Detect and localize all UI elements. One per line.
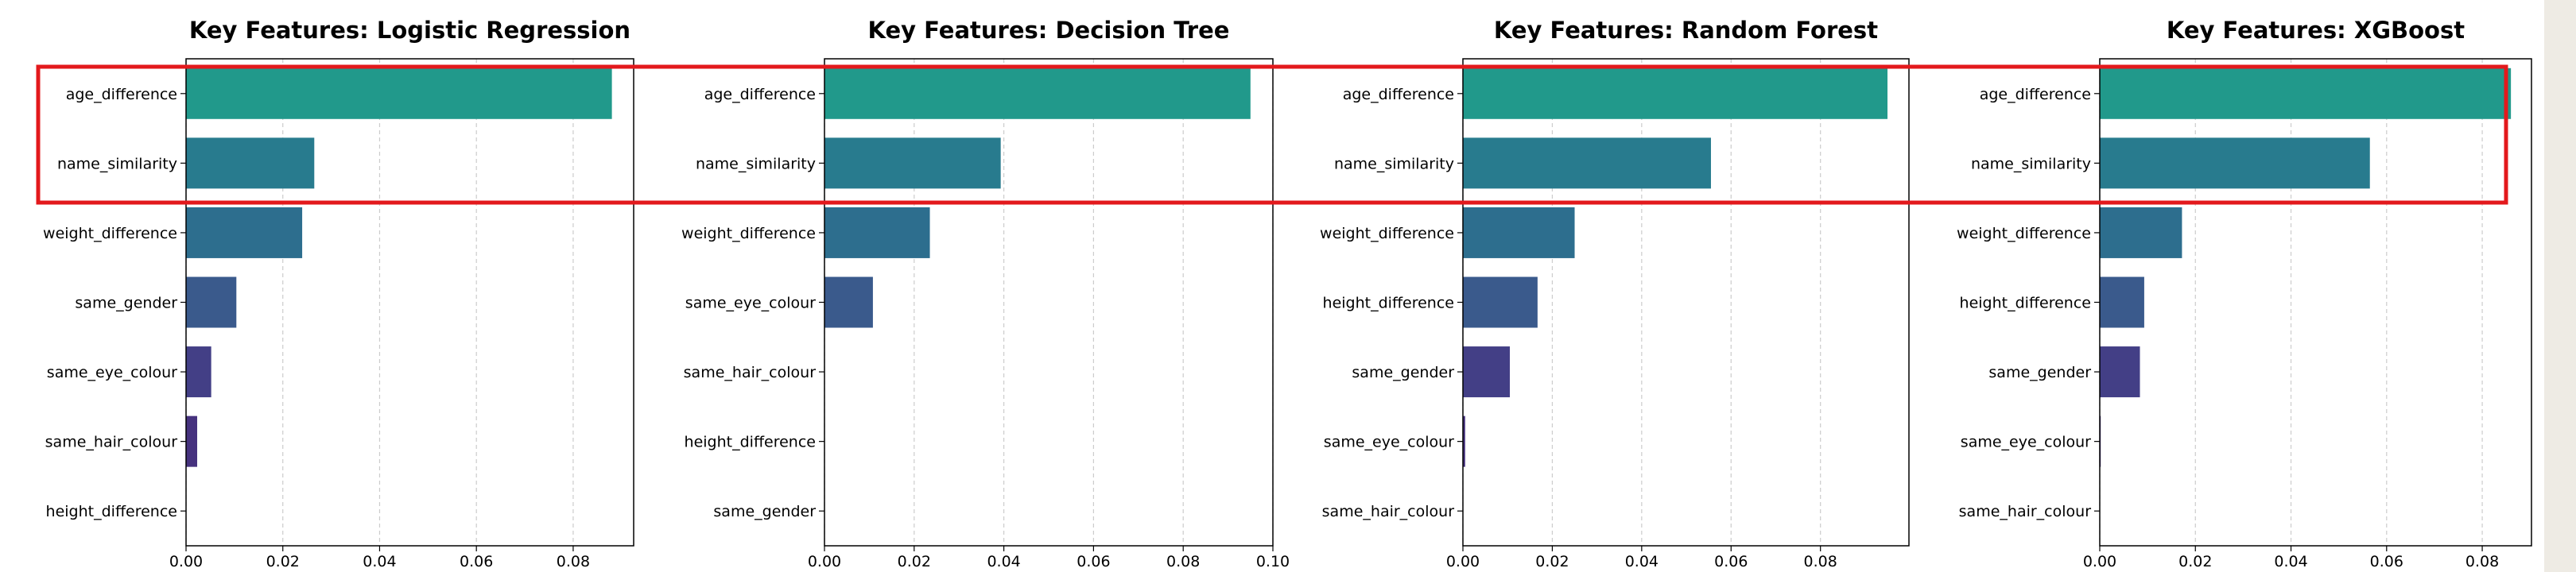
category-label: name_similarity	[57, 155, 177, 172]
x-tick-label: 0.06	[2370, 553, 2403, 570]
bar-age_difference	[2100, 68, 2512, 119]
bar-weight_difference	[2100, 207, 2182, 258]
category-label: same_hair_colour	[1322, 503, 1455, 520]
bar-same_eye_colour	[1463, 415, 1465, 467]
x-tick-label: 0.10	[1256, 553, 1290, 570]
category-label: same_eye_colour	[685, 295, 816, 312]
x-tick-label: 0.06	[460, 553, 493, 570]
category-label: height_difference	[685, 434, 816, 451]
bar-name_similarity	[2100, 137, 2370, 189]
category-label: same_gender	[713, 503, 816, 520]
x-tick-label: 0.04	[1625, 553, 1658, 570]
category-label: weight_difference	[1320, 225, 1454, 242]
axes-frame	[824, 58, 1274, 547]
category-label: weight_difference	[681, 225, 816, 242]
bar-height_difference	[1463, 276, 1538, 328]
category-label: weight_difference	[43, 225, 177, 242]
bar-age_difference	[186, 68, 612, 119]
category-label: name_similarity	[1971, 155, 2091, 172]
bar-name_similarity	[1463, 137, 1711, 189]
chart-title: Key Features: XGBoost	[2167, 17, 2465, 44]
x-tick-label: 0.04	[363, 553, 396, 570]
bar-same_gender	[1463, 346, 1511, 398]
category-label: same_hair_colour	[684, 364, 817, 381]
bar-weight_difference	[186, 207, 303, 258]
category-label: height_difference	[1960, 295, 2091, 312]
category-label: same_gender	[1352, 364, 1454, 381]
axes-frame	[2099, 58, 2532, 547]
x-tick-label: 0.08	[1804, 553, 1837, 570]
category-label: weight_difference	[1957, 225, 2091, 242]
x-tick-label: 0.02	[898, 553, 931, 570]
bar-same_gender	[186, 276, 237, 328]
x-tick-label: 0.08	[2465, 553, 2499, 570]
x-tick-label: 0.02	[1535, 553, 1569, 570]
x-tick-label: 0.06	[1714, 553, 1748, 570]
x-tick-label: 0.02	[2178, 553, 2212, 570]
bar-height_difference	[2100, 276, 2144, 328]
bar-same_gender	[2100, 346, 2140, 398]
category-label: age_difference	[66, 86, 177, 103]
x-tick-label: 0.00	[1446, 553, 1480, 570]
bar-name_similarity	[824, 137, 1001, 189]
x-tick-label: 0.00	[808, 553, 841, 570]
category-label: name_similarity	[696, 155, 816, 172]
bar-same_eye_colour	[186, 346, 211, 398]
category-label: same_eye_colour	[1961, 434, 2091, 451]
category-label: same_hair_colour	[1959, 503, 2092, 520]
category-label: age_difference	[1343, 86, 1454, 103]
bar-name_similarity	[186, 137, 315, 189]
x-tick-label: 0.02	[266, 553, 300, 570]
bar-age_difference	[824, 68, 1251, 119]
category-label: height_difference	[1323, 295, 1454, 312]
bar-weight_difference	[1463, 207, 1575, 258]
category-label: age_difference	[1980, 86, 2091, 103]
x-tick-label: 0.00	[2083, 553, 2116, 570]
category-label: same_eye_colour	[1324, 434, 1454, 451]
chart-title: Key Features: Random Forest	[1494, 17, 1878, 44]
category-label: same_hair_colour	[45, 434, 178, 451]
bar-weight_difference	[824, 207, 930, 258]
bar-same_eye_colour	[824, 276, 873, 328]
category-label: same_gender	[1988, 364, 2091, 381]
bar-same_hair_colour	[186, 415, 197, 467]
bar-age_difference	[1463, 68, 1888, 119]
category-label: same_gender	[75, 295, 177, 312]
x-tick-label: 0.04	[2274, 553, 2307, 570]
x-tick-label: 0.04	[987, 553, 1020, 570]
highlight-box	[36, 64, 2508, 205]
category-label: age_difference	[704, 86, 816, 103]
axes-frame	[185, 58, 634, 547]
chart-title: Key Features: Decision Tree	[868, 17, 1230, 44]
category-label: same_eye_colour	[47, 364, 177, 381]
x-tick-label: 0.08	[1166, 553, 1200, 570]
axes-frame	[1462, 58, 1910, 547]
chart-title: Key Features: Logistic Regression	[189, 17, 630, 44]
x-tick-label: 0.00	[169, 553, 203, 570]
category-label: height_difference	[46, 503, 177, 520]
category-label: name_similarity	[1334, 155, 1454, 172]
x-tick-label: 0.08	[557, 553, 590, 570]
x-tick-label: 0.06	[1077, 553, 1110, 570]
